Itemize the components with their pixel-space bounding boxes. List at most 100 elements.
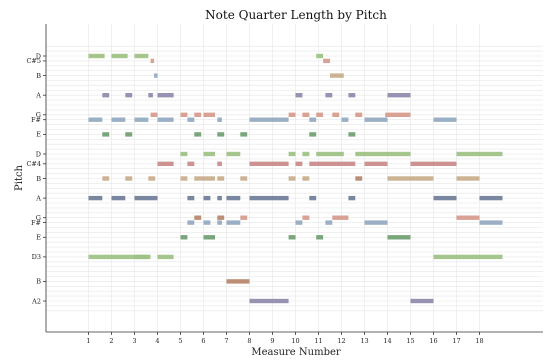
x-axis-label: Measure Number xyxy=(251,347,341,358)
note-bar xyxy=(157,93,174,98)
note-bar xyxy=(111,117,126,122)
note-bar xyxy=(249,161,289,166)
x-tick-label: 15 xyxy=(406,337,414,345)
note-bar xyxy=(348,93,356,98)
note-bar xyxy=(355,176,363,181)
note-bar xyxy=(217,176,225,181)
note-bar xyxy=(187,161,195,166)
note-bar xyxy=(240,215,248,220)
note-bar xyxy=(157,161,174,166)
note-bar xyxy=(348,161,356,166)
note-bar xyxy=(111,195,126,201)
note-bar xyxy=(217,132,225,137)
note-bar xyxy=(364,117,388,122)
x-tick-label: 9 xyxy=(270,337,274,345)
y-tick-label: C#4 xyxy=(26,160,41,168)
x-tick-label: 4 xyxy=(155,337,159,345)
y-tick-label: G xyxy=(36,214,41,222)
note-bar xyxy=(249,195,289,201)
note-bar xyxy=(180,151,188,157)
note-bar xyxy=(249,117,289,122)
x-tick-label: 3 xyxy=(132,337,136,345)
note-bar xyxy=(180,235,188,240)
note-bar xyxy=(332,112,340,117)
note-bar xyxy=(249,298,289,304)
x-tick-label: 10 xyxy=(291,337,299,345)
note-bar xyxy=(387,176,434,181)
note-bar xyxy=(302,151,310,157)
x-tick-label: 17 xyxy=(452,337,460,345)
note-bar xyxy=(387,235,411,240)
note-bar xyxy=(456,176,480,181)
note-bar xyxy=(88,254,149,260)
x-tick-label: 7 xyxy=(224,337,228,345)
y-tick-label: B xyxy=(36,175,41,183)
note-bar xyxy=(88,53,105,59)
y-tick-label: B xyxy=(36,72,41,80)
note-bar xyxy=(217,117,222,122)
y-tick-label: E xyxy=(36,131,41,139)
x-ticks: 1 2 3 4 5 6 7 8 9 10 11 12 13 14 15 16 17 18 xyxy=(86,332,484,345)
note-bar xyxy=(102,132,110,137)
x-tick-label: 6 xyxy=(201,337,205,345)
note-bar xyxy=(302,176,310,181)
note-bar xyxy=(125,176,133,181)
note-bar xyxy=(341,117,349,122)
note-bar xyxy=(479,220,503,225)
note-bar xyxy=(433,117,457,122)
note-bar xyxy=(325,93,333,98)
note-bar xyxy=(355,112,363,117)
note-bar xyxy=(325,220,333,225)
y-tick-label: G xyxy=(36,111,41,119)
note-bar xyxy=(364,161,388,166)
note-bar xyxy=(194,132,202,137)
note-bar xyxy=(330,73,344,78)
notes-layer xyxy=(88,53,503,304)
note-bar xyxy=(456,151,503,157)
note-bar xyxy=(355,151,411,157)
note-bar xyxy=(295,93,303,98)
note-bar xyxy=(316,235,324,240)
chart-title: Note Quarter Length by Pitch xyxy=(205,8,387,22)
x-tick-label: 11 xyxy=(314,337,322,345)
x-tick-label: 16 xyxy=(429,337,437,345)
note-bar xyxy=(240,132,248,137)
y-tick-label: C#5 xyxy=(26,57,41,65)
note-bar xyxy=(316,112,324,117)
x-tick-label: 2 xyxy=(109,337,113,345)
note-bar xyxy=(217,220,222,225)
note-bar xyxy=(217,195,222,201)
note-bar xyxy=(479,195,503,201)
y-tick-label: F# xyxy=(31,219,41,227)
note-bar xyxy=(203,112,215,117)
note-bar xyxy=(410,161,457,166)
note-bar xyxy=(309,195,317,201)
note-bar xyxy=(102,176,110,181)
note-bar xyxy=(150,58,155,64)
note-bar xyxy=(134,254,151,260)
note-bar xyxy=(102,93,110,98)
note-bar xyxy=(433,195,457,201)
note-bar xyxy=(316,151,344,157)
note-bar xyxy=(150,112,158,117)
note-bar xyxy=(194,176,215,181)
note-bar xyxy=(288,176,296,181)
note-bar xyxy=(88,195,103,201)
note-bar xyxy=(332,215,349,220)
note-bar xyxy=(203,195,211,201)
note-bar xyxy=(187,220,195,225)
note-bar xyxy=(180,176,188,181)
note-bar xyxy=(180,112,188,117)
x-tick-label: 18 xyxy=(475,337,483,345)
note-bar xyxy=(125,93,133,98)
note-bar xyxy=(187,117,195,122)
note-bar xyxy=(194,112,202,117)
note-bar xyxy=(288,112,296,117)
note-bar xyxy=(226,220,241,225)
y-tick-label: E xyxy=(36,234,41,242)
note-bar xyxy=(309,132,317,137)
note-bar xyxy=(154,73,158,78)
x-tick-label: 8 xyxy=(247,337,251,345)
